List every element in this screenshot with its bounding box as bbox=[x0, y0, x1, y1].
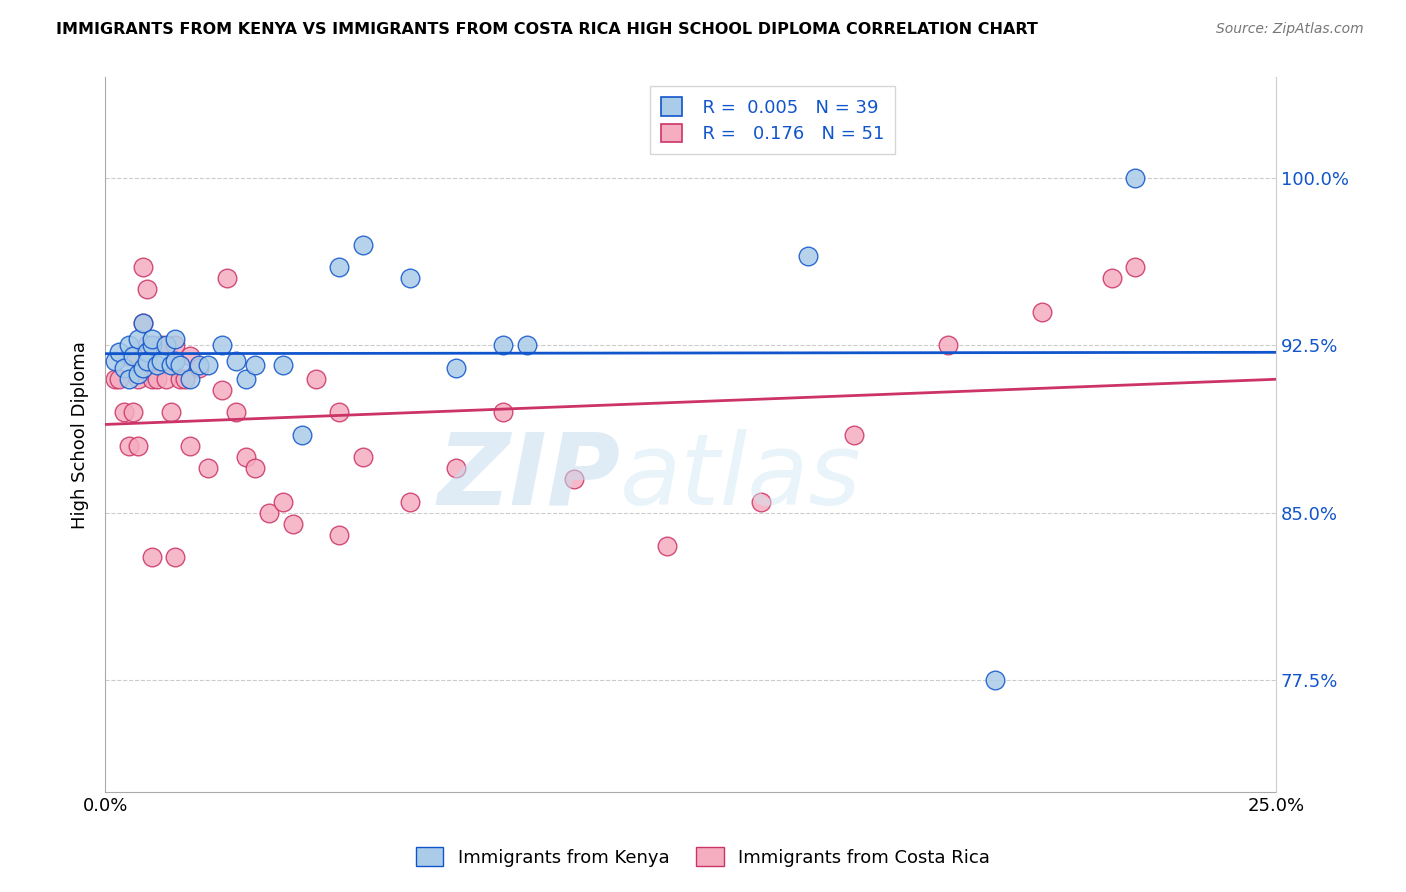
Point bbox=[235, 450, 257, 464]
Point bbox=[1125, 260, 1147, 275]
Point bbox=[117, 338, 139, 352]
Point bbox=[141, 338, 163, 352]
Point bbox=[145, 359, 167, 373]
Point bbox=[211, 796, 233, 810]
Point bbox=[328, 528, 350, 542]
Point bbox=[131, 316, 153, 330]
Point bbox=[169, 359, 191, 373]
Point bbox=[352, 237, 374, 252]
Point bbox=[136, 345, 159, 359]
Point bbox=[173, 372, 195, 386]
Point bbox=[150, 338, 173, 352]
Point bbox=[127, 439, 149, 453]
Text: IMMIGRANTS FROM KENYA VS IMMIGRANTS FROM COSTA RICA HIGH SCHOOL DIPLOMA CORRELAT: IMMIGRANTS FROM KENYA VS IMMIGRANTS FROM… bbox=[56, 22, 1038, 37]
Point bbox=[446, 461, 468, 475]
Point bbox=[211, 383, 233, 397]
Point bbox=[215, 271, 238, 285]
Point bbox=[225, 405, 247, 419]
Point bbox=[328, 260, 350, 275]
Legend: Immigrants from Kenya, Immigrants from Costa Rica: Immigrants from Kenya, Immigrants from C… bbox=[409, 840, 997, 874]
Point bbox=[127, 368, 149, 382]
Point bbox=[492, 405, 515, 419]
Point bbox=[141, 372, 163, 386]
Point bbox=[1101, 271, 1123, 285]
Point bbox=[305, 372, 328, 386]
Point bbox=[150, 354, 173, 368]
Point bbox=[127, 372, 149, 386]
Point bbox=[108, 372, 131, 386]
Point bbox=[103, 372, 125, 386]
Point bbox=[136, 354, 159, 368]
Point bbox=[155, 372, 177, 386]
Point bbox=[796, 249, 818, 263]
Point bbox=[1125, 170, 1147, 185]
Point bbox=[562, 472, 585, 486]
Point bbox=[159, 405, 181, 419]
Point bbox=[122, 405, 145, 419]
Point bbox=[165, 550, 187, 565]
Point bbox=[492, 338, 515, 352]
Point bbox=[179, 350, 201, 364]
Point bbox=[657, 539, 679, 553]
Point bbox=[141, 360, 163, 375]
Point bbox=[749, 494, 772, 508]
Point bbox=[131, 260, 153, 275]
Point bbox=[141, 550, 163, 565]
Point bbox=[291, 427, 314, 442]
Point bbox=[145, 372, 167, 386]
Point bbox=[211, 338, 233, 352]
Point bbox=[165, 332, 187, 346]
Point bbox=[122, 350, 145, 364]
Point bbox=[165, 338, 187, 352]
Point bbox=[136, 338, 159, 352]
Point bbox=[257, 506, 280, 520]
Point bbox=[117, 372, 139, 386]
Point bbox=[243, 461, 266, 475]
Point bbox=[155, 338, 177, 352]
Point bbox=[136, 283, 159, 297]
Point bbox=[131, 360, 153, 375]
Point bbox=[117, 350, 139, 364]
Point bbox=[271, 494, 294, 508]
Point bbox=[844, 427, 866, 442]
Text: ZIP: ZIP bbox=[437, 429, 620, 526]
Point bbox=[398, 494, 420, 508]
Point bbox=[112, 360, 135, 375]
Point bbox=[187, 359, 209, 373]
Point bbox=[179, 439, 201, 453]
Legend:   R =  0.005   N = 39,   R =   0.176   N = 51: R = 0.005 N = 39, R = 0.176 N = 51 bbox=[650, 87, 896, 154]
Y-axis label: High School Diploma: High School Diploma bbox=[72, 341, 89, 528]
Point bbox=[243, 359, 266, 373]
Text: atlas: atlas bbox=[620, 429, 862, 526]
Point bbox=[281, 516, 304, 531]
Point bbox=[398, 271, 420, 285]
Point bbox=[117, 439, 139, 453]
Text: Source: ZipAtlas.com: Source: ZipAtlas.com bbox=[1216, 22, 1364, 37]
Point bbox=[225, 354, 247, 368]
Point bbox=[1031, 305, 1053, 319]
Point bbox=[197, 359, 219, 373]
Point bbox=[165, 354, 187, 368]
Point bbox=[131, 316, 153, 330]
Point bbox=[446, 360, 468, 375]
Point bbox=[179, 372, 201, 386]
Point bbox=[141, 332, 163, 346]
Point bbox=[112, 405, 135, 419]
Point bbox=[516, 338, 538, 352]
Point bbox=[103, 354, 125, 368]
Point bbox=[352, 450, 374, 464]
Point bbox=[328, 405, 350, 419]
Point bbox=[235, 372, 257, 386]
Point bbox=[169, 372, 191, 386]
Point bbox=[187, 360, 209, 375]
Point bbox=[159, 359, 181, 373]
Point bbox=[936, 338, 959, 352]
Point bbox=[197, 461, 219, 475]
Point bbox=[127, 332, 149, 346]
Point bbox=[271, 359, 294, 373]
Point bbox=[984, 673, 1007, 687]
Point bbox=[108, 345, 131, 359]
